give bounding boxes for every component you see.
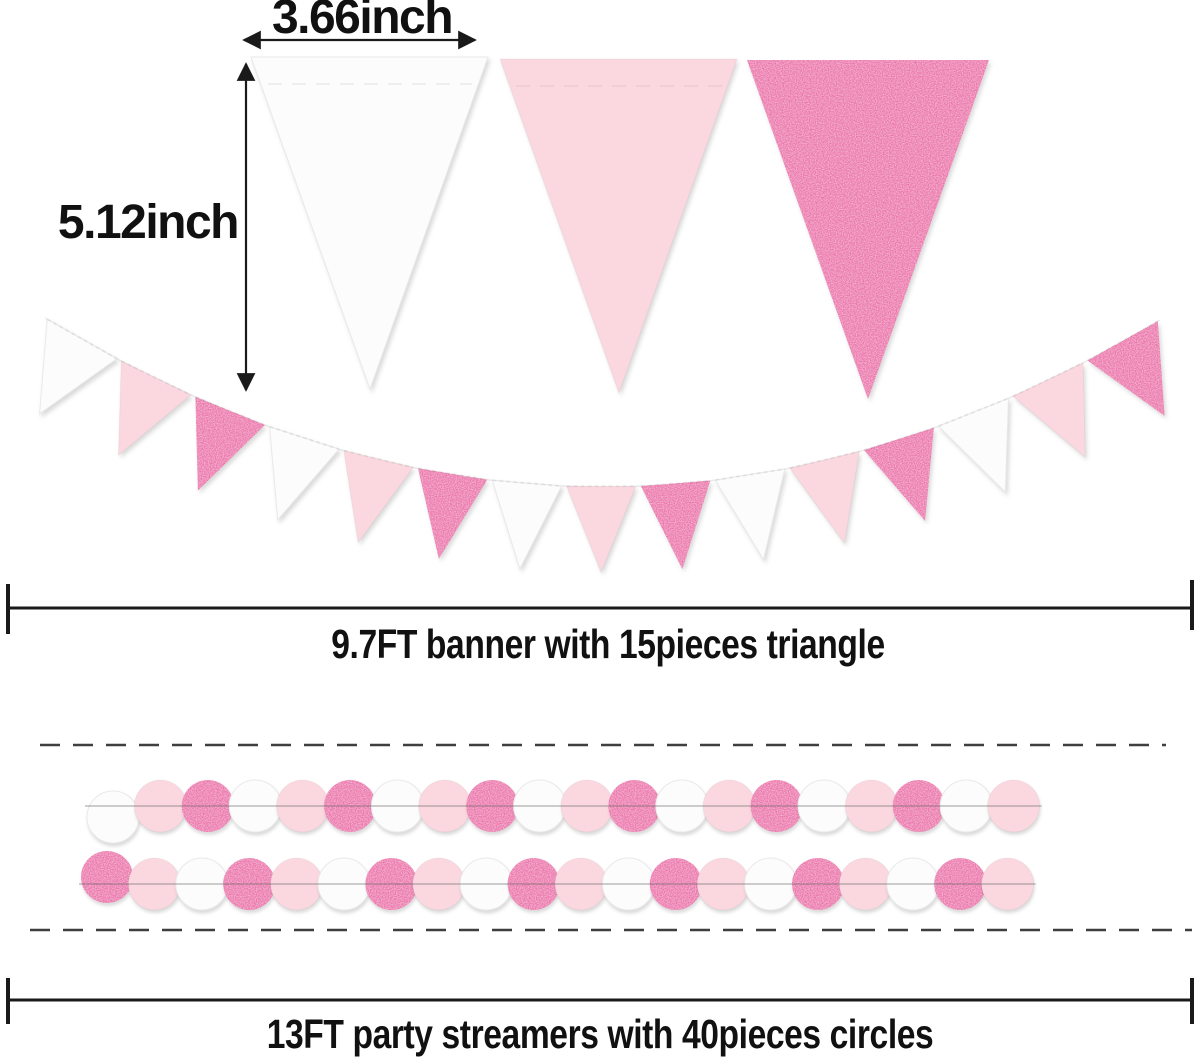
pennant-top-stitch	[269, 425, 340, 451]
banner-caption-group: 9.7FT banner with 15pieces triangle	[331, 621, 885, 667]
pennant-top-stitch	[789, 450, 860, 470]
banner-pennant	[864, 427, 934, 521]
streamer-circle	[86, 790, 140, 844]
banner-pennant	[1012, 361, 1086, 459]
pennant-top-stitch	[715, 468, 785, 482]
streamer-caption-group: 13FT party streamers with 40pieces circl…	[267, 1011, 934, 1057]
streamer-caption: 13FT party streamers with 40pieces circl…	[267, 1011, 934, 1057]
streamer-row	[85, 779, 1042, 844]
pennant-top-stitch	[195, 395, 266, 426]
large-pennant	[747, 60, 989, 399]
pennant-top-stitch	[343, 449, 414, 469]
height-dimension-label: 5.12inch	[58, 196, 238, 249]
pennant-top-stitch	[863, 426, 935, 452]
banner-pennant	[117, 360, 192, 457]
pennant-top-stitch	[1012, 361, 1084, 398]
pennant-top-stitch	[938, 397, 1009, 428]
banner-pennant	[418, 468, 488, 559]
streamer-circle	[81, 851, 133, 903]
pennant-top-stitch	[46, 318, 118, 360]
banner-pennant	[565, 485, 637, 574]
streamer-row	[79, 851, 1036, 911]
pennant-banner	[39, 317, 1165, 574]
banner-pennant	[269, 425, 340, 521]
pennant-top-stitch	[417, 467, 488, 481]
banner-caption: 9.7FT banner with 15pieces triangle	[331, 621, 885, 667]
large-pennant-samples	[250, 56, 989, 399]
pennant-top-stitch	[640, 479, 711, 488]
banner-pennant	[714, 468, 786, 561]
pennant-top-stitch	[120, 360, 192, 396]
banner-pennant	[1087, 321, 1165, 416]
banner-pennant	[937, 397, 1009, 494]
large-pennant	[499, 58, 738, 395]
banner-pennant	[343, 449, 414, 544]
banner-pennant	[39, 318, 118, 415]
banner-pennant	[640, 480, 711, 570]
banner-length-line	[6, 580, 1194, 634]
large-pennant	[250, 56, 489, 391]
banner-pennant	[788, 450, 860, 545]
banner-pennant	[195, 396, 265, 491]
banner-pennant	[491, 479, 563, 571]
pennant-top-stitch	[492, 479, 562, 487]
streamer-length-line	[6, 978, 1194, 1024]
width-dimension-label: 3.66inch	[272, 0, 452, 44]
streamer-rows	[79, 779, 1042, 911]
